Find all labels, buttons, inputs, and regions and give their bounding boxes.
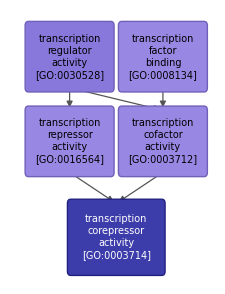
- Text: transcription
factor
binding
[GO:0008134]: transcription factor binding [GO:0008134…: [128, 34, 196, 80]
- FancyBboxPatch shape: [25, 106, 114, 177]
- Text: transcription
regulator
activity
[GO:0030528]: transcription regulator activity [GO:003…: [35, 34, 104, 80]
- FancyBboxPatch shape: [25, 21, 114, 92]
- Text: transcription
repressor
activity
[GO:0016564]: transcription repressor activity [GO:001…: [35, 118, 104, 164]
- FancyBboxPatch shape: [67, 199, 164, 275]
- Text: transcription
cofactor
activity
[GO:0003712]: transcription cofactor activity [GO:0003…: [128, 118, 197, 164]
- Text: transcription
corepressor
activity
[GO:0003714]: transcription corepressor activity [GO:0…: [81, 214, 150, 260]
- FancyBboxPatch shape: [118, 21, 207, 92]
- FancyBboxPatch shape: [118, 106, 207, 177]
